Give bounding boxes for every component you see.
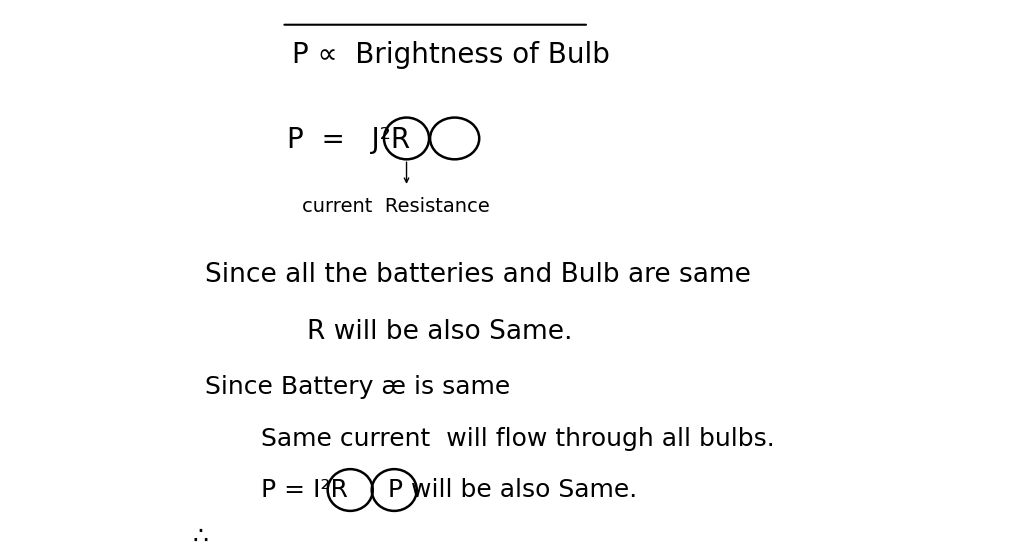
Text: Same current  will flow through all bulbs.: Same current will flow through all bulbs… [261, 427, 775, 452]
Text: ∴: ∴ [193, 526, 209, 549]
Text: R will be also Same.: R will be also Same. [307, 320, 572, 346]
Text: P = I²R     P will be also Same.: P = I²R P will be also Same. [261, 478, 637, 502]
Text: Since all the batteries and Bulb are same: Since all the batteries and Bulb are sam… [205, 262, 751, 288]
Text: current  Resistance: current Resistance [302, 197, 489, 215]
Text: Since Battery æ is same: Since Battery æ is same [205, 375, 510, 399]
Text: P ∝  Brightness of Bulb: P ∝ Brightness of Bulb [292, 41, 609, 69]
Text: P  =   J²R: P = J²R [287, 126, 410, 154]
